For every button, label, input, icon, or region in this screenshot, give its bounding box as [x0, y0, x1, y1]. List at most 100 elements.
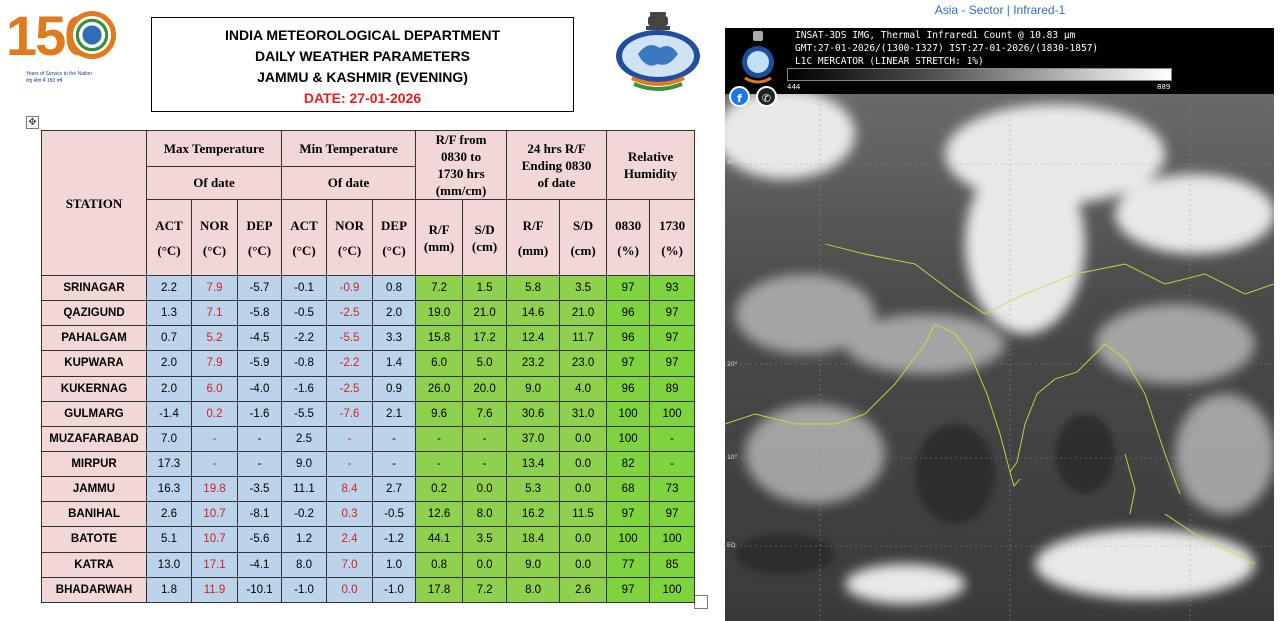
- table-row: SRINAGAR 2.2 7.9 -5.7 -0.1 -0.9 0.8 7.2 1.5 5.8 3.…: [41, 274, 696, 302]
- logo-ring-icon: [68, 11, 116, 59]
- cell-rh-1730: 100: [649, 400, 696, 427]
- cell-station: MIRPUR: [41, 450, 147, 478]
- cell-min-nor: -: [326, 450, 374, 478]
- cell-min-dep: 2.1: [372, 400, 417, 427]
- cell-rf-24hrs: 18.4: [506, 526, 561, 553]
- table-move-handle-icon[interactable]: ✥: [26, 116, 39, 129]
- cell-max-act: 16.3: [146, 476, 192, 503]
- table-row: BATOTE 5.1 10.7 -5.6 1.2 2.4 -1.2 44.1 3.5 18.4 0.…: [41, 526, 696, 553]
- cell-max-dep: -3.5: [236, 476, 283, 503]
- table-resize-handle[interactable]: [694, 595, 708, 609]
- header-station: STATION: [41, 130, 147, 276]
- cell-min-nor: -0.9: [326, 274, 374, 302]
- cell-min-dep: 0.8: [372, 274, 417, 302]
- cell-max-act: 2.0: [146, 375, 192, 402]
- report-date: DATE: 27-01-2026: [303, 90, 422, 106]
- cell-min-act: -2.2: [281, 325, 328, 352]
- cell-max-nor: 5.2: [191, 325, 238, 352]
- cell-sd-24hrs: 0.0: [559, 526, 608, 553]
- cell-min-nor: 7.0: [326, 551, 374, 578]
- cell-sd-0830-1730: 5.0: [462, 350, 508, 377]
- lat-label-10: 10°: [727, 454, 738, 461]
- cell-rh-0830: 100: [606, 400, 651, 427]
- table-row: KUPWARA 2.0 7.9 -5.9 -0.8 -2.2 1.4 6.0 5.0 23.2 23…: [41, 350, 696, 377]
- cell-min-nor: 0.3: [326, 501, 374, 528]
- color-scale-bar: [787, 68, 1172, 81]
- cell-rh-0830: 100: [606, 425, 651, 452]
- header-rf2-sd: S/D (cm): [559, 199, 608, 276]
- cell-rf-24hrs: 16.2: [506, 501, 561, 528]
- region-title: JAMMU & KASHMIR (EVENING): [257, 69, 468, 85]
- cell-max-nor: 10.7: [191, 501, 238, 528]
- satellite-title: INSAT-3DS IMG, Thermal Infrared1 Count @…: [795, 30, 1076, 41]
- cell-rh-0830: 96: [606, 300, 651, 327]
- cell-min-act: 2.5: [281, 425, 328, 452]
- title-box: INDIA METEOROLOGICAL DEPARTMENT DAILY WE…: [151, 17, 574, 112]
- header-min-nor: NOR (°C): [326, 199, 374, 276]
- cell-max-act: 0.7: [146, 325, 192, 352]
- cell-min-dep: 0.9: [372, 375, 417, 402]
- cell-min-dep: 2.0: [372, 300, 417, 327]
- infrared-satellite-image: [725, 94, 1274, 621]
- header-rf-0830-1730: R/F from 0830 to 1730 hrs (mm/cm): [415, 130, 508, 200]
- cell-rf-0830-1730: 44.1: [415, 526, 464, 553]
- cell-max-act: 17.3: [146, 450, 192, 478]
- cell-max-nor: 17.1: [191, 551, 238, 578]
- cell-rf-24hrs: 23.2: [506, 350, 561, 377]
- cell-sd-0830-1730: 7.6: [462, 400, 508, 427]
- cell-sd-0830-1730: 17.2: [462, 325, 508, 352]
- satellite-caption[interactable]: Asia - Sector | Infrared-1: [934, 3, 1066, 17]
- cell-station: BANIHAL: [41, 501, 147, 528]
- header-rf-24hrs: 24 hrs R/F Ending 0830 of date: [506, 130, 608, 200]
- cell-max-dep: -5.6: [236, 526, 283, 553]
- whatsapp-icon[interactable]: ✆: [756, 86, 777, 107]
- cell-min-act: 11.1: [281, 476, 328, 503]
- cell-max-nor: 0.2: [191, 400, 238, 427]
- header-max-temp: Max Temperature: [145, 130, 283, 167]
- cell-min-act: -5.5: [281, 400, 328, 427]
- cell-max-nor: 7.9: [191, 350, 238, 377]
- cell-station: BATOTE: [41, 526, 147, 553]
- cell-rh-1730: -: [649, 450, 696, 478]
- satellite-image-panel: INSAT-3DS IMG, Thermal Infrared1 Count @…: [725, 28, 1274, 621]
- cell-max-act: 2.2: [146, 274, 192, 302]
- cell-rf-24hrs: 13.4: [506, 450, 561, 478]
- cell-rf-0830-1730: 15.8: [415, 325, 464, 352]
- cell-rf-0830-1730: 6.0: [415, 350, 464, 377]
- cell-max-nor: 7.9: [191, 274, 238, 302]
- cell-min-act: -0.2: [281, 501, 328, 528]
- imd-emblem-icon: [616, 12, 700, 91]
- table-row: GULMARG -1.4 0.2 -1.6 -5.5 -7.6 2.1 9.6 7.6 30.6 3…: [41, 400, 696, 427]
- cell-rf-0830-1730: -: [415, 450, 464, 478]
- cell-max-dep: -10.1: [236, 576, 283, 604]
- cell-rf-0830-1730: 19.0: [415, 300, 464, 327]
- cell-rf-0830-1730: 0.2: [415, 476, 464, 503]
- cell-max-nor: -: [191, 450, 238, 478]
- cell-rf-24hrs: 12.4: [506, 325, 561, 352]
- cell-sd-0830-1730: -: [462, 450, 508, 478]
- table-row: MUZAFARABAD 7.0- -2.5- - - -37.0 0.0 100-: [41, 425, 696, 452]
- cell-max-act: 5.1: [146, 526, 192, 553]
- table-row: KUKERNAG 2.0 6.0 -4.0 -1.6 -2.5 0.9 26.0 20.0 9.0…: [41, 375, 696, 402]
- cell-sd-24hrs: 23.0: [559, 350, 608, 377]
- cell-sd-24hrs: 3.5: [559, 274, 608, 302]
- facebook-icon[interactable]: f: [729, 86, 750, 107]
- header-rf1-rf: R/F (mm): [415, 199, 464, 276]
- cell-min-dep: -1.2: [372, 526, 417, 553]
- cell-min-act: 8.0: [281, 551, 328, 578]
- cell-rf-24hrs: 37.0: [506, 425, 561, 452]
- cell-sd-0830-1730: 3.5: [462, 526, 508, 553]
- cell-sd-0830-1730: 1.5: [462, 274, 508, 302]
- cell-min-dep: -: [372, 425, 417, 452]
- cell-min-nor: 0.0: [326, 576, 374, 604]
- cell-max-act: -1.4: [146, 400, 192, 427]
- cell-max-dep: -5.8: [236, 300, 283, 327]
- lat-label-eq: EQ: [727, 542, 736, 549]
- cell-rh-1730: 100: [649, 576, 696, 604]
- cell-sd-24hrs: 0.0: [559, 551, 608, 578]
- cell-min-nor: -5.5: [326, 325, 374, 352]
- cell-rh-1730: 85: [649, 551, 696, 578]
- cell-rf-0830-1730: 9.6: [415, 400, 464, 427]
- imd-150-years-logo: 150 Years of Service to the Nation राष्ट…: [6, 3, 118, 93]
- cell-rf-24hrs: 30.6: [506, 400, 561, 427]
